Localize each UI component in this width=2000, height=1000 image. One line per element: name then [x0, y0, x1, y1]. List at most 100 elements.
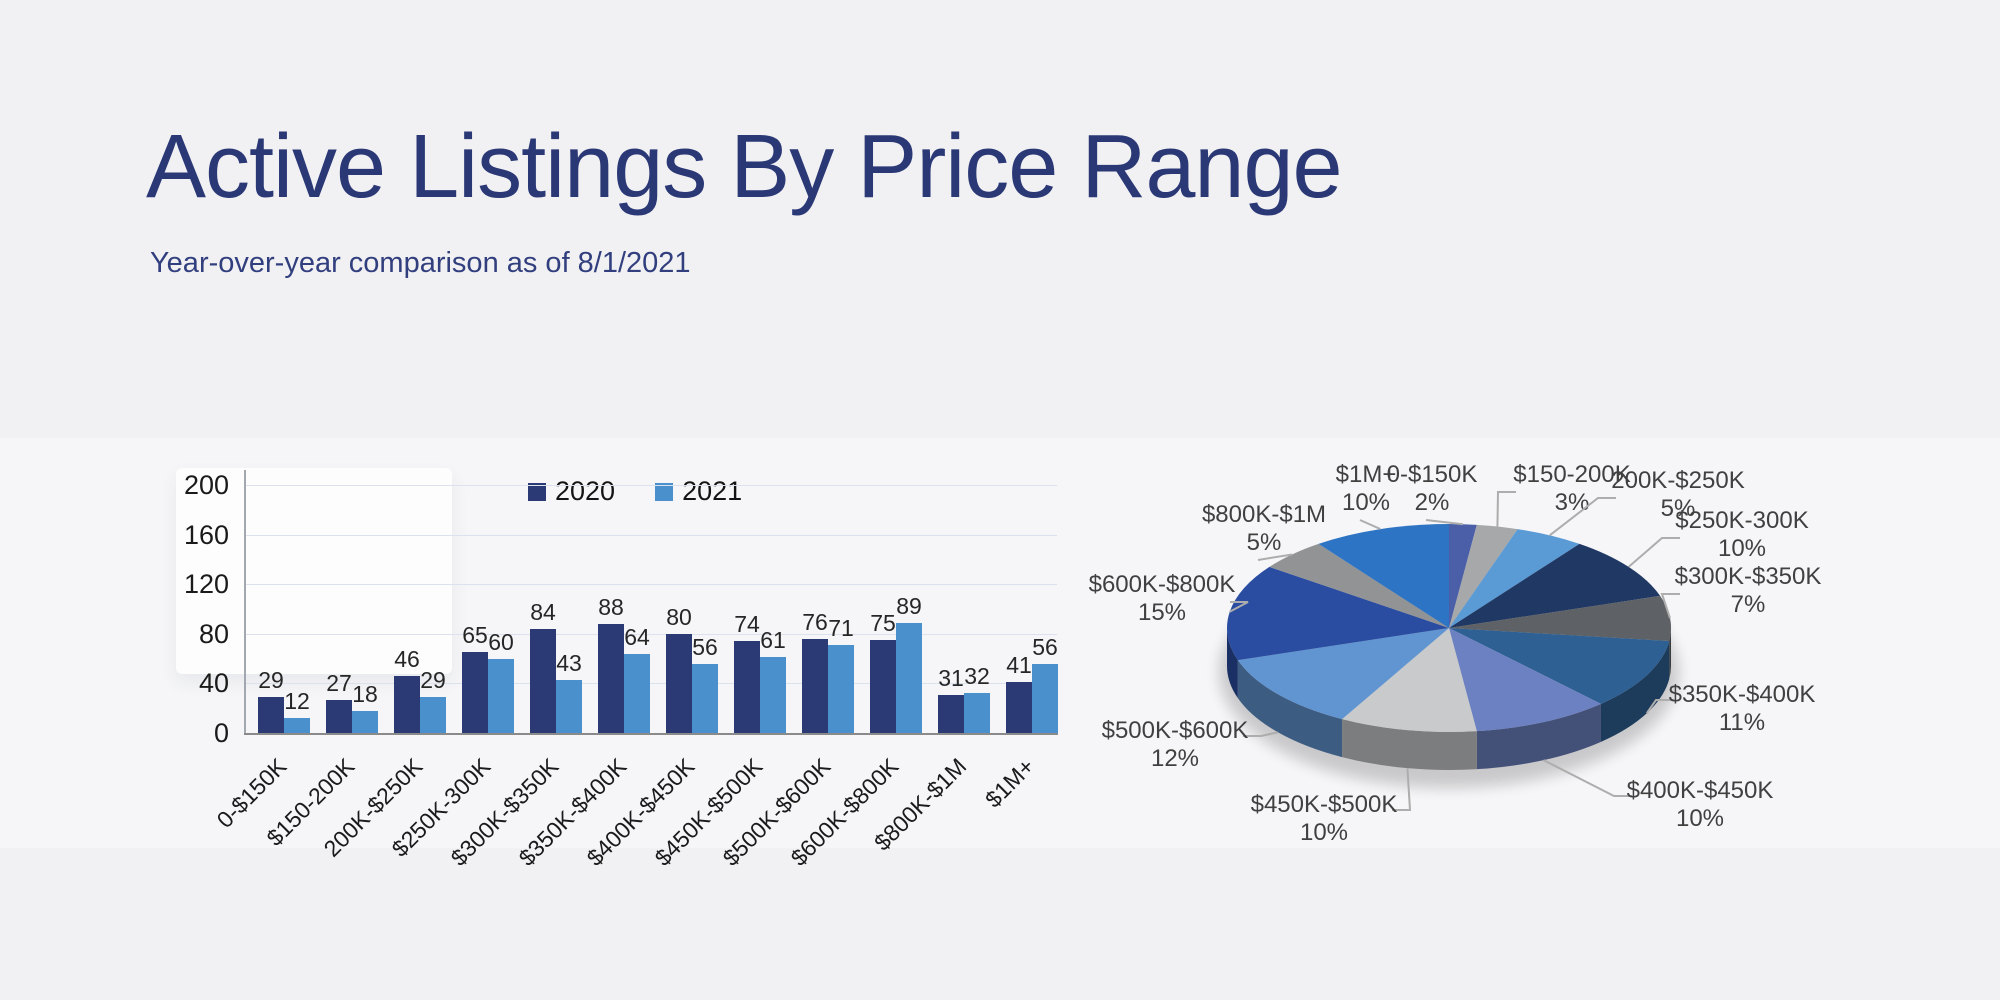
x-axis-label-11: $1M+ [979, 753, 1040, 813]
legend-item-2020: 2020 [528, 476, 615, 507]
y-tick-label-160: 160 [183, 520, 229, 550]
pie-leader-0 [1425, 519, 1464, 526]
bar-value-2021-5: 64 [624, 624, 650, 650]
bar-value-2020-8: 76 [802, 609, 828, 635]
bar-chart: 2020 2021 0 40 80 120 160 200 29 12 0-$150K 27 18 $… [160, 460, 1100, 900]
bar-value-2020-10: 31 [938, 665, 964, 691]
pie-label-0: 0-$150K 2% [1387, 461, 1478, 516]
bar-2021-2 [420, 697, 446, 733]
bar-2020-5 [598, 624, 624, 733]
grid-line-160 [245, 535, 1057, 536]
pie-leader-11 [1359, 519, 1381, 531]
page-title: Active Listings By Price Range [146, 117, 1343, 217]
bar-2020-2 [394, 676, 420, 733]
grid-line-40 [245, 683, 1057, 684]
bar-value-2021-0: 12 [284, 688, 310, 714]
grid-line-80 [245, 634, 1057, 635]
pie-slice-side-7 [1342, 719, 1477, 770]
bar-2021-9 [896, 623, 922, 733]
pie-slice-side-4 [1669, 628, 1671, 680]
y-axis-line [244, 470, 246, 733]
pie-leader-10 [1257, 553, 1293, 561]
bar-value-2020-3: 65 [462, 622, 488, 648]
bar-2021-1 [352, 711, 378, 733]
bar-2021-11 [1032, 664, 1058, 733]
x-axis-line [244, 733, 1058, 735]
bar-2020-11 [1006, 682, 1032, 733]
legend-item-2021: 2021 [655, 476, 742, 507]
bar-2021-5 [624, 654, 650, 733]
bar-value-2021-6: 56 [692, 634, 718, 660]
bar-value-2021-9: 89 [896, 593, 922, 619]
y-tick-label-200: 200 [183, 470, 229, 500]
pie-slice-side-6 [1476, 703, 1601, 770]
pie-chart: 0-$150K 2% $150-200K 3%200K-$250K 5%$250K-30… [1089, 461, 1822, 846]
pie-slice-5 [1449, 628, 1670, 704]
bar-value-2020-11: 41 [1006, 652, 1032, 678]
grid-line-200 [245, 485, 1057, 486]
page-subtitle: Year-over-year comparison as of 8/1/2021 [150, 247, 691, 279]
pie-slice-side-8 [1237, 660, 1343, 758]
pie-label-9: $600K-$800K 15% [1089, 571, 1236, 626]
bar-value-2020-5: 88 [598, 594, 624, 620]
pie-label-8: $500K-$600K 12% [1102, 717, 1249, 772]
pie-slice-4 [1449, 595, 1671, 642]
y-tick-label-120: 120 [183, 569, 229, 599]
bar-value-2020-6: 80 [666, 604, 692, 630]
pie-label-4: $300K-$350K 7% [1675, 563, 1822, 618]
pie-slice-9 [1227, 566, 1449, 661]
bar-2021-7 [760, 657, 786, 733]
bar-value-2020-1: 27 [326, 670, 352, 696]
bar-value-2021-2: 29 [420, 667, 446, 693]
bar-value-2020-2: 46 [394, 646, 420, 672]
pie-label-3: $250K-300K 10% [1675, 507, 1808, 562]
pie-leader-5 [1645, 699, 1674, 714]
pie-slice-8 [1237, 628, 1449, 720]
pie-label-6: $400K-$450K 10% [1627, 777, 1774, 832]
legend-swatch-2020 [528, 482, 546, 501]
pie-slice-10 [1269, 543, 1449, 628]
grid-line-120 [245, 584, 1057, 585]
pie-slice-7 [1342, 628, 1477, 732]
pie-leader-6 [1543, 759, 1632, 797]
pie-label-10: $800K-$1M 5% [1202, 501, 1326, 556]
bar-2021-10 [964, 693, 990, 733]
pie-slice-0 [1449, 524, 1477, 628]
pie-leader-3 [1627, 537, 1680, 568]
pie-label-1: $150-200K 3% [1513, 461, 1630, 516]
bar-chart-legend: 2020 2021 [528, 476, 742, 507]
pie-leader-9 [1229, 601, 1249, 613]
legend-swatch-2021 [655, 482, 674, 501]
pie-slice-3 [1449, 543, 1661, 628]
bar-2020-4 [530, 629, 556, 733]
bar-value-2021-10: 32 [964, 663, 990, 689]
bar-value-2020-0: 29 [258, 667, 284, 693]
pie-slice-side-5 [1600, 641, 1670, 742]
bar-value-2021-11: 56 [1032, 634, 1058, 660]
bar-2020-10 [938, 695, 964, 733]
legend-label-2020: 2020 [555, 476, 616, 506]
bar-2021-4 [556, 680, 582, 733]
bar-2021-6 [692, 664, 718, 733]
pie-slice-11 [1318, 524, 1449, 628]
pie-slice-2 [1449, 529, 1580, 628]
pie-slice-6 [1449, 628, 1601, 732]
decor-card [176, 468, 452, 674]
bar-value-2020-7: 74 [734, 611, 760, 637]
pie-label-11: $1M+ 10% [1336, 461, 1397, 516]
bar-value-2021-8: 71 [828, 615, 854, 641]
bar-value-2021-4: 43 [556, 650, 582, 676]
bar-value-2021-7: 61 [760, 627, 786, 653]
bar-value-2020-9: 75 [870, 610, 896, 636]
pie-leader-8 [1243, 731, 1279, 737]
pie-leader-7 [1392, 768, 1412, 811]
bar-2020-1 [326, 700, 352, 733]
bar-2021-8 [828, 645, 854, 733]
pie-leader-4 [1660, 593, 1680, 619]
y-tick-label-0: 0 [213, 718, 229, 748]
pie-leader-1 [1496, 491, 1516, 527]
bar-2020-0 [258, 697, 284, 733]
legend-label-2021: 2021 [682, 476, 743, 506]
bar-value-2021-1: 18 [352, 681, 378, 707]
bar-2021-3 [488, 659, 514, 733]
